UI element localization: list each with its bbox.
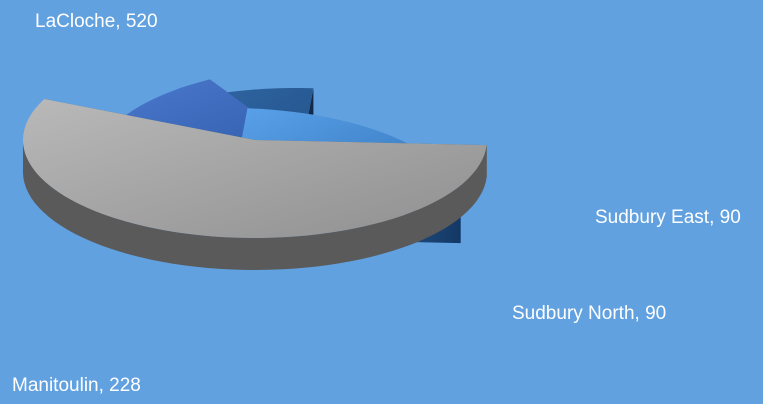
data-label-lacloche: LaCloche, 520 [35, 11, 158, 32]
data-label-sudbury-north: Sudbury North, 90 [512, 303, 667, 324]
data-label-manitoulin: Manitoulin, 228 [12, 375, 141, 396]
data-label-sudbury-east: Sudbury East, 90 [595, 207, 741, 228]
pie-slice-rim-lacloche [23, 140, 487, 270]
pie-slice-lacloche [23, 99, 487, 270]
pie-slice-top-lacloche [23, 99, 487, 238]
